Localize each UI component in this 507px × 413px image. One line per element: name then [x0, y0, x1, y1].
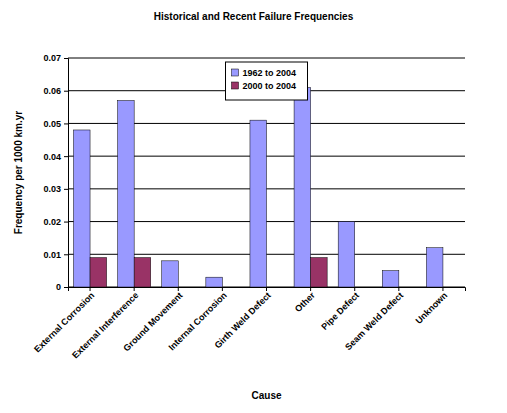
x-tick: Seam Weld Defect: [343, 287, 405, 352]
y-tick-label: 0.01: [43, 250, 61, 260]
y-tick-label: 0.02: [43, 217, 61, 227]
chart: 0 0.01 0.02 0.03 0.04 0.05 0.06 0.07 External Co…: [0, 0, 507, 413]
x-tick: Unknown: [414, 287, 450, 326]
y-tick-mark: [64, 189, 68, 190]
legend-swatch: [232, 82, 239, 89]
grid-line: [68, 58, 465, 59]
y-axis: 0 0.01 0.02 0.03 0.04 0.05 0.06 0.07: [43, 53, 68, 292]
bar: [206, 277, 223, 287]
x-tick-mark: [178, 287, 179, 291]
y-tick-label: 0.06: [43, 86, 61, 96]
x-tick: Pipe Defect: [319, 287, 361, 332]
x-tick-mark: [398, 287, 399, 291]
bar: [267, 287, 284, 288]
y-tick-mark: [64, 58, 68, 59]
bar: [222, 287, 239, 288]
x-tick-mark: [90, 287, 91, 291]
y-tick-label: 0.07: [43, 53, 61, 63]
x-tick-label: Pipe Defect: [319, 290, 361, 332]
y-tick: 0.05: [43, 119, 68, 129]
x-tick-mark: [222, 287, 223, 291]
x-axis-line: [69, 288, 466, 292]
y-tick: 0: [56, 282, 68, 292]
y-tick-label: 0.04: [43, 152, 61, 162]
bar: [355, 287, 372, 288]
y-tick: 0.06: [43, 86, 68, 96]
bar: [443, 287, 460, 288]
bar: [134, 258, 151, 287]
x-tick-mark: [134, 287, 135, 291]
y-tick: 0.04: [43, 152, 68, 162]
y-tick-mark: [64, 156, 68, 157]
y-tick-label: 0.05: [43, 119, 61, 129]
bar: [90, 258, 107, 287]
x-axis-title: Cause: [251, 390, 281, 401]
bar-series: [90, 258, 327, 287]
y-tick: 0.02: [43, 217, 68, 227]
x-tick: Girth Weld Defect: [213, 287, 273, 350]
y-tick: 0.07: [43, 53, 68, 63]
y-axis-line: [64, 59, 69, 288]
bar: [338, 222, 355, 287]
legend-box: [226, 62, 308, 100]
y-tick-mark: [64, 254, 68, 255]
bar: [311, 258, 328, 287]
y-tick-mark: [64, 123, 68, 124]
y-tick-mark: [64, 287, 68, 288]
x-tick: Other: [293, 287, 317, 314]
y-tick-mark: [64, 222, 68, 223]
bar: [74, 130, 91, 287]
bar: [399, 287, 416, 288]
x-tick-label: Unknown: [414, 290, 450, 326]
y-tick-mark: [64, 91, 68, 92]
legend-item: 1962 to 2004: [232, 68, 297, 78]
y-tick: 0.01: [43, 250, 68, 260]
bar: [162, 261, 179, 287]
title: Historical and Recent Failure Frequencie…: [154, 11, 354, 22]
y-tick: 0.03: [43, 184, 68, 194]
bars: [74, 87, 443, 287]
x-tick-label: Girth Weld Defect: [213, 290, 273, 350]
x-tick-mark: [266, 287, 267, 291]
x-tick-mark: [310, 287, 311, 291]
plot-area: 0 0.01 0.02 0.03 0.04 0.05 0.06 0.07 External Co…: [32, 53, 465, 360]
legend: 1962 to 2004 2000 to 2004: [226, 62, 308, 100]
bar: [382, 271, 399, 287]
y-tick-label: 0.03: [43, 184, 61, 194]
grid: [68, 58, 465, 287]
y-axis-title: Frequency per 1000 km.yr: [13, 111, 24, 235]
x-tick-label: Seam Weld Defect: [343, 290, 405, 352]
legend-label: 2000 to 2004: [243, 81, 297, 91]
bar: [426, 248, 443, 287]
legend-swatch: [232, 69, 239, 76]
bar: [294, 87, 311, 287]
x-axis: External CorrosionExternal InterferenceG…: [32, 287, 465, 361]
bar: [118, 101, 135, 287]
x-tick-mark: [354, 287, 355, 291]
legend-label: 1962 to 2004: [243, 68, 297, 78]
legend-item: 2000 to 2004: [232, 81, 297, 91]
bar: [250, 120, 267, 287]
bar-series: [74, 87, 443, 287]
y-tick-label: 0: [56, 282, 61, 292]
bar: [178, 287, 195, 288]
x-tick-label: Other: [293, 290, 317, 314]
x-tick-mark: [442, 287, 443, 291]
